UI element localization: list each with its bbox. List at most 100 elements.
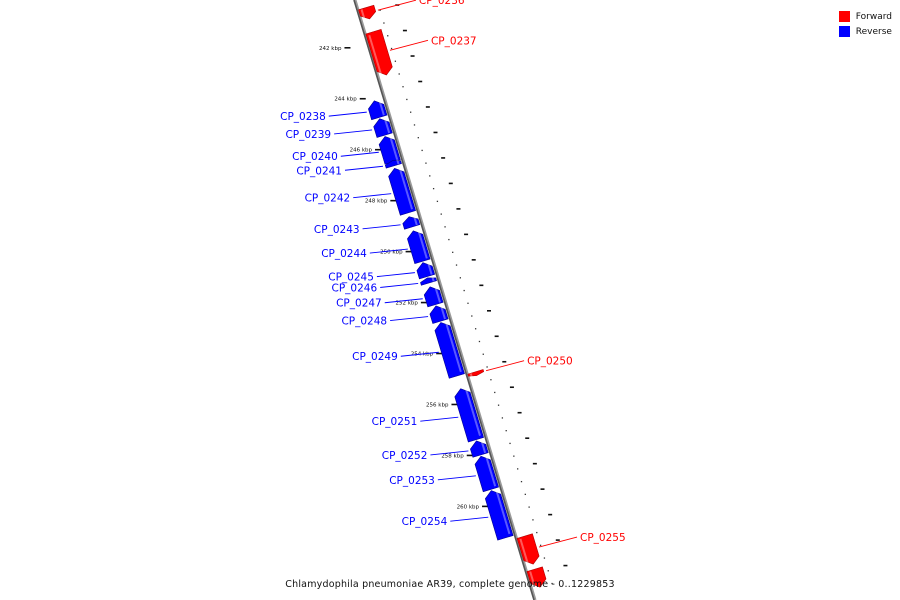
gene-cp-0238[interactable] xyxy=(368,100,388,121)
gene-highlight xyxy=(399,168,414,210)
leader-line xyxy=(344,165,384,171)
gene-label-cp-0241: CP_0241 xyxy=(296,165,342,177)
leader-line xyxy=(420,416,459,422)
gene-label-cp-0246: CP_0246 xyxy=(332,282,378,294)
gene-highlight xyxy=(389,136,399,160)
leader-line xyxy=(485,360,525,372)
kbp-tick-label: 246 kbp xyxy=(350,148,373,154)
gene-cp-0239[interactable] xyxy=(373,118,393,138)
legend-reverse: Reverse xyxy=(838,24,892,39)
gene-highlight xyxy=(368,34,382,75)
gene-highlight xyxy=(396,159,400,165)
ruler-dot xyxy=(478,340,481,343)
ruler-dot xyxy=(490,379,492,381)
gene-label-cp-0247: CP_0247 xyxy=(336,298,382,310)
ruler-dot xyxy=(394,60,397,62)
ruler-dot xyxy=(406,98,408,101)
kbp-tick-label: 254 kbp xyxy=(411,352,434,358)
backbone-shadow xyxy=(353,0,537,600)
kbp-tick-label: 258 kbp xyxy=(441,453,464,459)
legend-forward-label: Forward xyxy=(855,11,892,22)
gene-highlight xyxy=(480,439,487,454)
legend-reverse-label: Reverse xyxy=(855,26,892,37)
ruler-dot xyxy=(467,302,469,304)
gene-cp-0248[interactable] xyxy=(429,305,449,324)
gene-highlight xyxy=(434,285,441,303)
ruler-dot xyxy=(383,22,385,24)
gene-cp-0245[interactable] xyxy=(416,262,436,280)
leader-line xyxy=(376,272,415,278)
ruler-dot xyxy=(497,404,500,406)
legend-forward: Forward xyxy=(838,9,892,24)
ruler-dot xyxy=(452,251,454,253)
gene-cp-0247[interactable] xyxy=(423,286,444,308)
ruler-dot xyxy=(421,149,423,152)
gene-cp-0243[interactable] xyxy=(402,216,421,230)
ruler-dot xyxy=(429,175,431,177)
leader-line xyxy=(400,351,439,357)
leader-line xyxy=(334,129,373,135)
gene-cp-0246[interactable] xyxy=(420,277,437,286)
ruler-dot xyxy=(505,430,507,432)
leader-line xyxy=(384,298,423,304)
forward-swatch xyxy=(838,11,850,22)
ruler-dot xyxy=(459,277,461,279)
ruler-dot xyxy=(486,366,488,368)
gene-label-cp-0242: CP_0242 xyxy=(305,193,351,205)
kbp-tick-label: 252 kbp xyxy=(395,301,418,307)
gene-cp-0237[interactable] xyxy=(365,29,393,76)
ruler-dot xyxy=(528,506,530,508)
gene-cp-0249[interactable] xyxy=(434,322,465,379)
gene-cp-0255[interactable] xyxy=(516,533,540,565)
gene-cp-0244[interactable] xyxy=(407,230,431,264)
ruler-dot xyxy=(471,315,473,317)
ruler-dot xyxy=(501,417,504,419)
gene-label-cp-0250: CP_0250 xyxy=(527,356,573,368)
gene-cp-0254[interactable] xyxy=(484,490,514,541)
gene-unlabeled[interactable] xyxy=(526,566,547,588)
kbp-tick-label: 248 kbp xyxy=(365,199,388,205)
ruler-dot xyxy=(520,480,523,483)
leader-line xyxy=(377,0,417,11)
gene-cp-0250[interactable] xyxy=(467,369,485,377)
gene-label-cp-0236: CP_0236 xyxy=(419,0,465,7)
leader-line xyxy=(340,151,379,157)
gene-cp-0236[interactable] xyxy=(358,4,377,20)
leader-line xyxy=(380,283,419,288)
gene-cp-0241[interactable] xyxy=(384,160,402,169)
gene-label-cp-0243: CP_0243 xyxy=(314,224,360,236)
ruler-dot xyxy=(547,570,549,572)
gene-highlight xyxy=(485,456,497,487)
ruler-dot xyxy=(410,111,412,113)
ruler-dot xyxy=(474,328,477,330)
gene-label-cp-0237: CP_0237 xyxy=(431,35,477,47)
kbp-tick-label: 250 kbp xyxy=(380,250,403,256)
gene-cp-0251[interactable] xyxy=(454,388,484,443)
ruler-dot xyxy=(398,73,400,75)
ruler-dot xyxy=(448,238,450,241)
ruler-dot xyxy=(513,455,515,457)
leader-line xyxy=(389,39,429,51)
ruler-dot xyxy=(539,544,542,546)
gene-cp-0252[interactable] xyxy=(470,440,489,458)
kbp-tick-label: 260 kbp xyxy=(457,504,480,510)
ruler-dot xyxy=(509,442,511,445)
gene-label-cp-0248: CP_0248 xyxy=(341,316,387,328)
gene-highlight xyxy=(413,215,418,226)
ruler-dot xyxy=(436,200,439,203)
genome-backbone xyxy=(353,0,537,600)
gene-features[interactable] xyxy=(358,4,547,588)
ruler-dot xyxy=(387,35,389,37)
gene-label-cp-0249: CP_0249 xyxy=(352,351,398,363)
gene-cp-0253[interactable] xyxy=(474,455,499,493)
ruler-dot xyxy=(417,137,419,139)
gene-highlight xyxy=(529,571,536,588)
ruler-dot xyxy=(390,47,393,50)
gene-label-cp-0253: CP_0253 xyxy=(389,475,435,487)
genome-caption: Chlamydophila pneumoniae AR39, complete … xyxy=(285,579,615,590)
legend: Forward Reverse xyxy=(838,9,892,39)
gene-highlight xyxy=(426,261,433,275)
gene-cp-0242[interactable] xyxy=(388,167,416,216)
ruler-dot xyxy=(444,226,446,228)
